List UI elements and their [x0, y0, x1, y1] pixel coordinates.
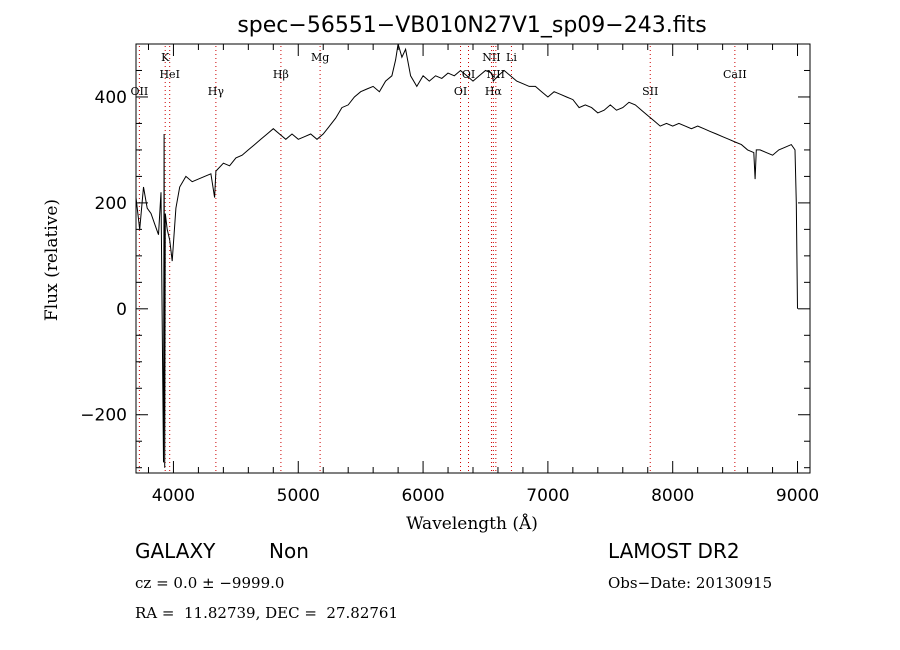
- line-label-0: OII: [131, 85, 149, 98]
- line-label-7: OI: [462, 68, 475, 81]
- x-tick-label-0: 4000: [152, 486, 195, 506]
- x-axis-label: Wavelength (Å): [406, 513, 538, 534]
- line-label-12: SII: [642, 85, 658, 98]
- line-label-1: K: [161, 51, 170, 64]
- line-label-2: HeI: [159, 68, 179, 81]
- observation-date: Obs−Date: 20130915: [608, 574, 773, 592]
- plot-frame: [135, 43, 811, 474]
- line-label-10: NII: [487, 68, 505, 81]
- x-tick-label-1: 5000: [277, 486, 320, 506]
- line-label-4: Hβ: [273, 68, 289, 81]
- x-tick-label-2: 6000: [401, 486, 444, 506]
- y-axis-label: Flux (relative): [42, 199, 62, 321]
- line-label-13: CaII: [723, 68, 747, 81]
- object-class: GALAXY: [135, 539, 216, 563]
- ra-dec-coordinates: RA = 11.82739, DEC = 27.82761: [135, 604, 399, 622]
- y-tick-label-3: 400: [95, 88, 127, 108]
- line-label-6: OI: [454, 85, 467, 98]
- x-tick-label-5: 9000: [776, 486, 819, 506]
- x-tick-label-4: 8000: [651, 486, 694, 506]
- chart-title: spec−56551−VB010N27V1_sp09−243.fits: [237, 13, 706, 38]
- y-tick-label-1: 0: [116, 300, 127, 320]
- line-label-9: Hα: [485, 85, 503, 98]
- object-subclass: Non: [269, 539, 309, 563]
- line-label-11: Li: [506, 51, 517, 64]
- redshift-cz: cz = 0.0 ± −9999.0: [135, 574, 285, 592]
- y-tick-label-2: 200: [95, 194, 127, 214]
- survey-label: LAMOST DR2: [608, 539, 740, 563]
- y-tick-label-0: −200: [80, 406, 127, 426]
- line-label-8: NII: [482, 51, 500, 64]
- spectrum-line: [135, 43, 798, 468]
- x-tick-label-3: 7000: [526, 486, 569, 506]
- line-label-5: Mg: [311, 51, 329, 64]
- line-label-3: Hγ: [208, 85, 225, 98]
